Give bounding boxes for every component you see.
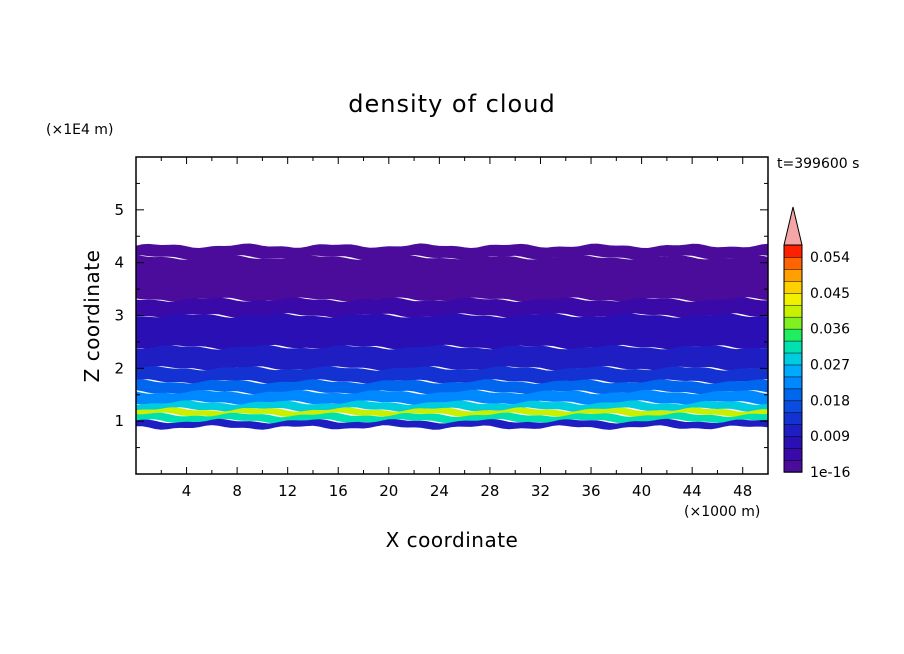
colorbar-cell	[783, 352, 803, 366]
chart-title: density of cloud	[348, 90, 555, 118]
x-axis-label: X coordinate	[386, 528, 519, 552]
cloud-layer	[136, 407, 768, 418]
colorbar-cell	[783, 304, 803, 318]
y-tick-label: 1	[114, 412, 124, 430]
y-tick-label: 2	[114, 359, 124, 377]
colorbar: 1e-16 0.009 0.018 0.027 0.036 0.045 0.054	[783, 206, 850, 481]
y-axis-label: Z coordinate	[80, 250, 104, 383]
time-label: t=399600 s	[777, 156, 859, 172]
x-tick-label: 36	[581, 482, 600, 500]
colorbar-cell	[783, 412, 803, 425]
colorbar-cell	[783, 316, 803, 330]
cloud-layer	[136, 418, 768, 430]
colorbar-extend-arrow	[783, 206, 803, 246]
colorbar-cell	[783, 435, 803, 449]
x-tick-label: 4	[182, 482, 192, 500]
colorbar-cell	[783, 459, 803, 473]
colorbar-cell	[783, 256, 803, 270]
cloud-layer	[136, 366, 768, 384]
cloud-layer	[136, 243, 768, 260]
x-axis: 4 8 12 16 20 24 28 32 36 40 44 48	[160, 157, 752, 500]
colorbar-label: 0.054	[810, 250, 850, 266]
colorbar-label: 1e-16	[810, 465, 850, 481]
x-tick-label: 48	[733, 482, 752, 500]
colorbar-label: 0.018	[810, 393, 850, 409]
x-tick-label: 44	[683, 482, 702, 500]
cloud-layer	[136, 255, 768, 302]
colorbar-cell	[783, 268, 803, 282]
cloud-layer	[136, 344, 768, 371]
cloud-layer	[136, 389, 768, 405]
cloud-layer	[136, 297, 768, 318]
x-tick-label: 20	[379, 482, 398, 500]
y-axis: 1 2 3 4 5	[114, 182, 768, 449]
colorbar-cell	[783, 280, 803, 294]
y-tick-label: 5	[114, 201, 124, 219]
x-units-label: (×1000 m)	[684, 504, 760, 520]
colorbar-frame	[783, 244, 803, 473]
colorbar-cell	[783, 423, 803, 437]
x-tick-label: 16	[329, 482, 348, 500]
colorbar-cell	[783, 364, 803, 378]
colorbar-cell	[783, 376, 803, 390]
cloud-layer	[136, 313, 768, 350]
colorbar-label: 0.009	[810, 429, 850, 445]
colorbar-cell	[783, 447, 803, 461]
x-tick-label: 12	[278, 482, 297, 500]
plot-area	[136, 243, 768, 430]
colorbar-cell	[783, 388, 803, 402]
colorbar-cell	[783, 292, 803, 306]
colorbar-cell	[783, 400, 803, 414]
x-tick-label: 28	[480, 482, 499, 500]
colorbar-cell	[783, 244, 803, 258]
colorbar-label: 0.045	[810, 286, 850, 302]
x-tick-label: 32	[531, 482, 550, 500]
y-units-label: (×1E4 m)	[46, 122, 113, 138]
colorbar-cell	[783, 340, 803, 354]
cloud-layer	[136, 412, 768, 424]
colorbar-label: 0.027	[810, 357, 850, 373]
colorbar-label: 0.036	[810, 322, 850, 338]
x-tick-label: 24	[430, 482, 449, 500]
y-tick-label: 3	[114, 307, 124, 325]
colorbar-cell	[783, 328, 803, 342]
x-tick-label: 8	[232, 482, 242, 500]
x-tick-label: 40	[632, 482, 651, 500]
y-tick-label: 4	[114, 254, 124, 272]
